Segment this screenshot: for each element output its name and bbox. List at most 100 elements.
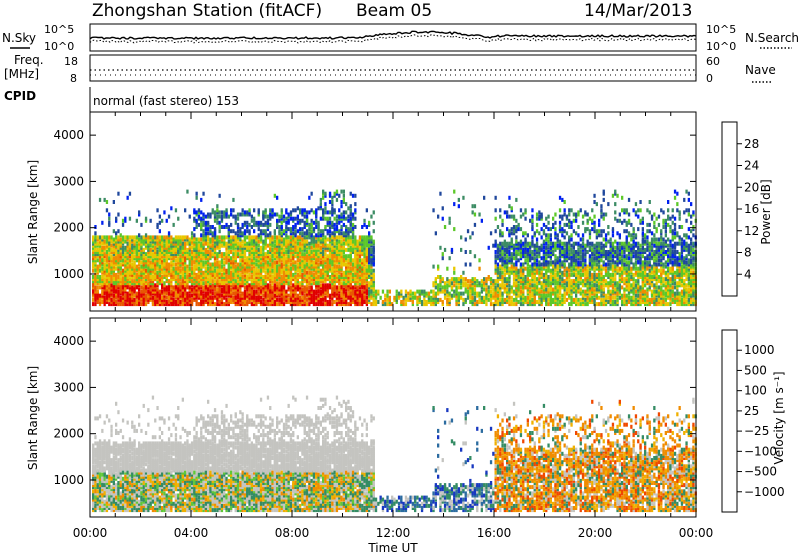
heatmap-cell — [373, 229, 375, 233]
heatmap-cell — [122, 235, 124, 239]
heatmap-cell — [442, 290, 444, 294]
heatmap-cell — [173, 238, 175, 242]
heatmap-cell — [262, 240, 264, 244]
heatmap-cell — [476, 279, 478, 283]
heatmap-cell — [246, 256, 248, 260]
heatmap-cell — [483, 296, 485, 300]
heatmap-cell — [209, 238, 211, 242]
heatmap-cell — [216, 288, 218, 292]
heatmap-cell — [462, 271, 464, 275]
heatmap-cell — [143, 279, 145, 283]
heatmap-cell — [110, 248, 112, 252]
heatmap-cell — [258, 269, 260, 273]
heatmap-cell — [246, 300, 248, 304]
heatmap-cell — [490, 302, 492, 306]
heatmap-cell — [145, 256, 147, 260]
heatmap-cell — [442, 256, 444, 260]
heatmap-cell — [446, 283, 448, 287]
heatmap-cell — [317, 221, 319, 225]
heatmap-cell — [292, 208, 294, 212]
heatmap-cell — [202, 233, 204, 237]
heatmap-cell — [251, 279, 253, 283]
heatmap-cell — [193, 265, 195, 269]
heatmap-cell — [327, 217, 329, 221]
nsky-label: N.Sky — [2, 31, 36, 45]
heatmap-cell — [315, 225, 317, 229]
heatmap-cell — [331, 302, 333, 306]
heatmap-cell — [228, 225, 230, 229]
heatmap-cell — [225, 298, 227, 302]
heatmap-cell — [163, 235, 165, 239]
heatmap-cell — [449, 217, 451, 221]
heatmap-cell — [239, 213, 241, 217]
heatmap-cell — [366, 225, 368, 229]
heatmap-cell — [212, 225, 214, 229]
heatmap-cell — [501, 267, 503, 271]
heatmap-cell — [225, 208, 227, 212]
freq-tick-top: 18 — [64, 55, 78, 68]
nave-tick-top: 60 — [706, 55, 720, 68]
heatmap-cell — [239, 258, 241, 262]
heatmap-cell — [219, 210, 221, 214]
heatmap-cell — [207, 221, 209, 225]
heatmap-cell — [117, 235, 119, 239]
heatmap-cell — [262, 263, 264, 267]
heatmap-cell — [331, 221, 333, 225]
heatmap-cell — [518, 227, 520, 231]
heatmap-cell — [230, 250, 232, 254]
heatmap-cell — [327, 283, 329, 287]
heatmap-cell — [251, 225, 253, 229]
heatmap-cell — [476, 292, 478, 296]
heatmap-cell — [515, 302, 517, 306]
heatmap-cell — [253, 277, 255, 281]
heatmap-cell — [283, 238, 285, 242]
heatmap-cell — [143, 235, 145, 239]
heatmap-cell — [529, 290, 531, 294]
heatmap-cell — [253, 223, 255, 227]
heatmap-cell — [329, 192, 331, 196]
heatmap-cell — [200, 242, 202, 246]
heatmap-cell — [186, 292, 188, 296]
heatmap-cell — [228, 258, 230, 262]
heatmap-cell — [437, 275, 439, 279]
heatmap-cell — [297, 235, 299, 239]
heatmap-cell — [216, 208, 218, 212]
heatmap-cell — [175, 267, 177, 271]
heatmap-cell — [405, 294, 407, 298]
heatmap-cell — [541, 290, 543, 294]
heatmap-cell — [168, 292, 170, 296]
heatmap-cell — [145, 302, 147, 306]
heatmap-cell — [177, 217, 179, 221]
heatmap-cell — [531, 219, 533, 223]
heatmap-cell — [219, 194, 221, 198]
heatmap-cell — [207, 292, 209, 296]
heatmap-cell — [495, 279, 497, 283]
heatmap-cell — [317, 206, 319, 210]
heatmap-cell — [269, 213, 271, 217]
heatmap-cell — [237, 213, 239, 217]
heatmap-cell — [294, 260, 296, 264]
heatmap-cell — [524, 231, 526, 235]
date-label: 14/Mar/2013 — [584, 1, 692, 21]
heatmap-cell — [347, 206, 349, 210]
heatmap-cell — [352, 258, 354, 262]
heatmap-cell — [478, 298, 480, 302]
heatmap-cell — [127, 292, 129, 296]
heatmap-cell — [361, 225, 363, 229]
heatmap-cell — [260, 221, 262, 225]
heatmap-cell — [150, 219, 152, 223]
heatmap-cell — [363, 223, 365, 227]
heatmap-cell — [115, 217, 117, 221]
heatmap-cell — [350, 204, 352, 208]
heatmap-cell — [524, 267, 526, 271]
heatmap-cell — [297, 242, 299, 246]
heatmap-cell — [366, 296, 368, 300]
heatmap-cell — [467, 279, 469, 283]
heatmap-cell — [202, 294, 204, 298]
heatmap-cell — [331, 267, 333, 271]
heatmap-cell — [246, 275, 248, 279]
heatmap-cell — [294, 208, 296, 212]
heatmap-cell — [262, 275, 264, 279]
heatmap-cell — [506, 258, 508, 262]
heatmap-cell — [338, 265, 340, 269]
